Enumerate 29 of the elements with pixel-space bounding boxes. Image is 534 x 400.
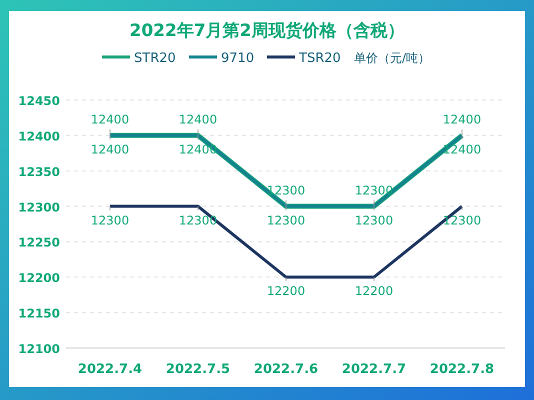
y-tick-label: 12200	[18, 271, 60, 286]
legend-label: TSR20	[298, 51, 341, 66]
data-label: 12400	[90, 142, 130, 156]
data-label: 12300	[178, 213, 218, 228]
chart-title: 2022年7月第2周现货价格（含税）	[130, 21, 404, 41]
y-tick-label: 12450	[18, 94, 60, 108]
data-label: 12400	[90, 112, 130, 126]
data-label: 12300	[90, 213, 130, 228]
x-tick-label: 2022.7.7	[342, 362, 406, 377]
data-label: 12200	[354, 284, 394, 298]
y-tick-label: 12400	[18, 129, 60, 144]
data-label: 12300	[354, 213, 394, 228]
y-tick-label: 12300	[18, 200, 60, 214]
data-label: 12400	[178, 112, 218, 126]
y-tick-label: 12350	[18, 164, 60, 179]
x-tick-label: 2022.7.4	[78, 362, 142, 377]
data-label: 12200	[266, 284, 306, 298]
data-label: 12300	[266, 213, 306, 228]
x-tick-label: 2022.7.6	[254, 362, 318, 377]
y-tick-label: 12150	[18, 306, 60, 321]
data-label: 12300	[442, 213, 482, 228]
y-tick-label: 12250	[18, 236, 60, 250]
x-tick-label: 2022.7.5	[166, 362, 230, 377]
legend-label: 9710	[221, 51, 254, 66]
y-axis-title: 单价（元/吨）	[354, 51, 430, 65]
data-label: 12400	[442, 112, 482, 126]
legend-label: STR20	[134, 51, 176, 66]
x-tick-label: 2022.7.8	[430, 362, 494, 377]
y-tick-label: 12100	[18, 342, 60, 356]
